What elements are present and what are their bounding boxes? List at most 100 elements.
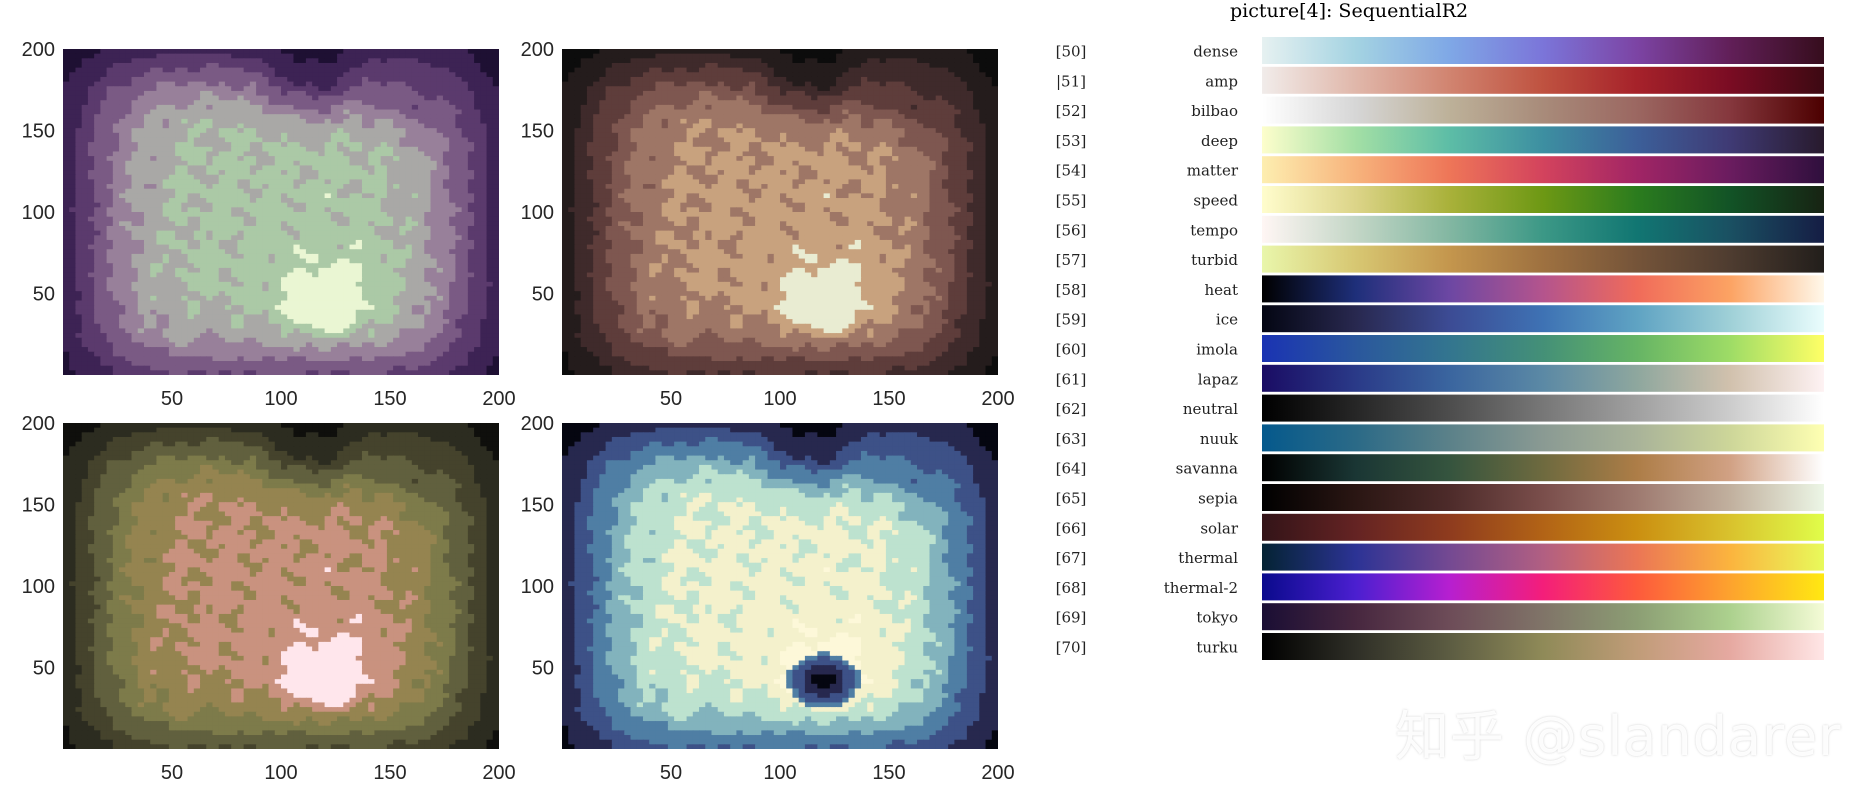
colormap-bar (1262, 96, 1824, 124)
heatmap-panel-2: 50 100 150 200 50 100 150 200 (521, 39, 1015, 410)
colormap-name: matter (1187, 162, 1239, 180)
heatmap-cells (63, 423, 499, 749)
colormap-row-imola: [60] imola (1056, 335, 1824, 362)
colormap-bar (1262, 603, 1824, 631)
colormap-bar (1262, 156, 1824, 184)
colormap-bar (1262, 454, 1824, 482)
colormap-row-thermal: [67] thermal (1056, 543, 1824, 571)
colormap-row-bilbao: [52] bilbao (1056, 96, 1824, 124)
colormap-index: [50] (1056, 43, 1087, 61)
colormap-bar (1262, 484, 1824, 511)
colormap-bar (1262, 305, 1824, 333)
colormap-bar (1262, 543, 1824, 571)
heatmap-panel-4: 50 100 150 200 50 100 150 200 (521, 413, 1015, 784)
colormap-name: amp (1205, 72, 1238, 90)
colormap-row-thermal-2: [68] thermal-2 (1056, 573, 1824, 601)
colormap-name: speed (1193, 192, 1238, 210)
colormap-name: imola (1196, 341, 1238, 359)
colormap-index: [65] (1056, 490, 1087, 508)
colormap-index: [67] (1056, 549, 1087, 567)
colormap-name: thermal (1178, 549, 1238, 567)
colormap-bar (1262, 394, 1824, 422)
y-tick-label: 100 (521, 576, 554, 598)
colormap-name: turku (1196, 639, 1238, 657)
x-tick-label: 50 (161, 388, 183, 410)
colormap-bar (1262, 275, 1824, 303)
colormap-bar (1262, 66, 1824, 94)
y-tick-label: 100 (521, 202, 554, 224)
colormap-row-heat: [58] heat (1056, 275, 1824, 303)
colormap-name: sepia (1198, 490, 1238, 508)
y-tick-label: 50 (33, 658, 55, 680)
colormap-index: [69] (1056, 609, 1087, 627)
x-tick-label: 200 (482, 388, 515, 410)
x-tick-label: 50 (161, 762, 183, 784)
colormap-index: [63] (1056, 430, 1087, 448)
x-tick-label: 100 (763, 388, 796, 410)
colormap-index: [54] (1056, 162, 1087, 180)
colormap-row-lapaz: [61] lapaz (1056, 364, 1824, 392)
colormap-name: lapaz (1198, 370, 1238, 388)
colormap-row-amp: |51] amp (1056, 66, 1824, 94)
colormap-index: [58] (1056, 281, 1087, 299)
colormap-index: [60] (1056, 341, 1087, 359)
y-tick-label: 150 (22, 495, 55, 517)
colormap-index: [64] (1056, 460, 1087, 478)
colormap-bar (1262, 633, 1824, 660)
colormap-bar (1262, 424, 1824, 452)
colormap-bar (1262, 364, 1824, 392)
colormap-index: [61] (1056, 370, 1087, 388)
y-tick-label: 100 (22, 202, 55, 224)
colormap-name: heat (1204, 281, 1238, 299)
heatmap-cells (562, 49, 998, 375)
colormap-name: dense (1193, 43, 1238, 61)
colormap-name: solar (1200, 519, 1238, 537)
colormap-index: [59] (1056, 311, 1087, 329)
colormap-index: [53] (1056, 132, 1087, 150)
x-tick-label: 100 (763, 762, 796, 784)
x-tick-label: 150 (373, 388, 406, 410)
x-tick-label: 150 (373, 762, 406, 784)
colormap-row-tempo: [56] tempo (1056, 215, 1824, 243)
watermark: 知乎 @slandarer (1395, 705, 1842, 768)
colormap-index: |51] (1056, 72, 1086, 90)
x-tick-label: 200 (482, 762, 515, 784)
colormap-row-sepia: [65] sepia (1056, 484, 1824, 511)
colormap-index: [55] (1056, 192, 1087, 210)
x-tick-label: 100 (264, 388, 297, 410)
y-tick-label: 200 (22, 413, 55, 435)
colormap-bar (1262, 126, 1824, 154)
colormap-index: [56] (1056, 221, 1087, 239)
heatmap-panel-1: 50 100 150 200 50 100 150 200 (22, 39, 516, 410)
colormap-name: neutral (1183, 400, 1238, 418)
y-tick-label: 50 (532, 284, 554, 306)
colormap-row-solar: [66] solar (1056, 513, 1824, 541)
colormap-row-deep: [53] deep (1056, 126, 1824, 154)
x-tick-label: 50 (660, 388, 682, 410)
x-tick-label: 50 (660, 762, 682, 784)
x-tick-label: 100 (264, 762, 297, 784)
y-tick-label: 150 (521, 121, 554, 143)
y-tick-label: 200 (521, 39, 554, 61)
colormap-row-neutral: [62] neutral (1056, 394, 1824, 422)
colormap-index: [66] (1056, 519, 1087, 537)
colormap-row-dense: [50] dense (1056, 37, 1824, 64)
y-tick-label: 150 (521, 495, 554, 517)
page-title: picture[4]: SequentialR2 (1230, 0, 1469, 22)
colormap-name: ice (1216, 311, 1238, 329)
x-tick-label: 200 (981, 388, 1014, 410)
colormap-row-speed: [55] speed (1056, 186, 1824, 213)
colormap-index: [68] (1056, 579, 1087, 597)
y-tick-label: 100 (22, 576, 55, 598)
colormap-row-nuuk: [63] nuuk (1056, 424, 1824, 452)
y-tick-label: 200 (521, 413, 554, 435)
y-tick-label: 50 (532, 658, 554, 680)
colormap-name: bilbao (1191, 102, 1238, 120)
heatmap-cells (63, 49, 499, 375)
colormap-name: tempo (1190, 221, 1238, 239)
colormap-row-tokyo: [69] tokyo (1056, 603, 1824, 631)
colormap-bar (1262, 335, 1824, 362)
colormap-bar (1262, 513, 1824, 541)
colormap-name: thermal-2 (1164, 579, 1238, 597)
colormap-row-turku: [70] turku (1056, 633, 1824, 660)
